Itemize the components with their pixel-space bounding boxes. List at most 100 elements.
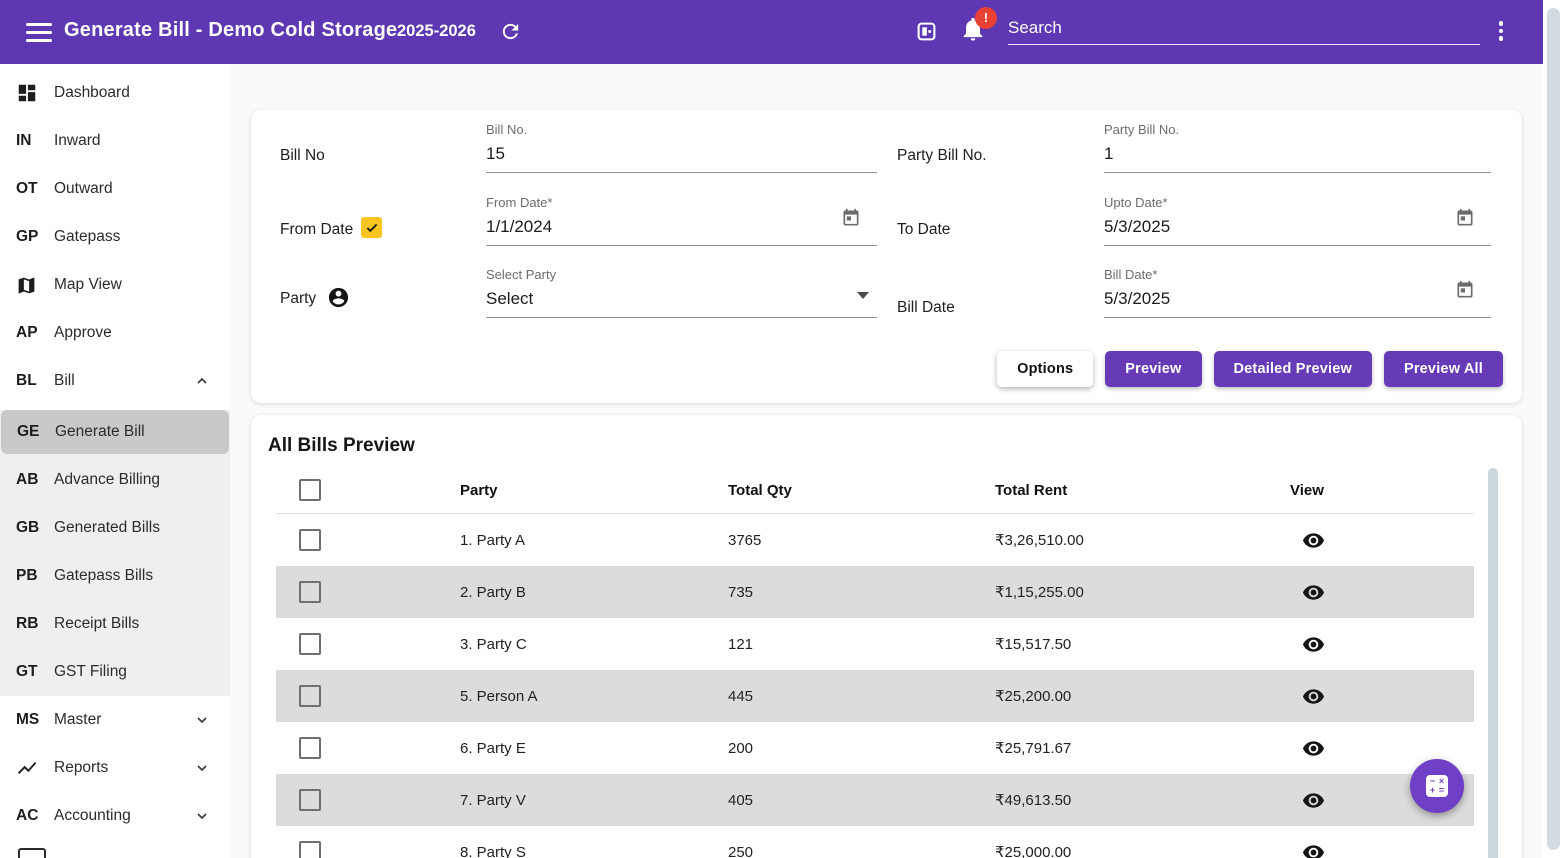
calendar-icon[interactable] xyxy=(841,208,861,228)
sidebar-item-inward[interactable]: IN Inward xyxy=(0,117,230,165)
sidebar-item-master[interactable]: MS Master xyxy=(0,696,230,744)
party-bill-no-field[interactable]: Party Bill No. 1 xyxy=(1104,123,1491,173)
sidebar: Dashboard IN Inward OT Outward GP Gatepass Map … xyxy=(0,64,231,858)
item-label: Bill xyxy=(54,372,75,389)
view-bill-button[interactable] xyxy=(1302,841,1325,858)
item-abbr: BL xyxy=(16,372,37,389)
row-checkbox[interactable] xyxy=(299,529,321,551)
row-checkbox[interactable] xyxy=(299,685,321,707)
sidebar-item-advance-billing[interactable]: AB Advance Billing xyxy=(0,456,230,504)
bill-no-label: Bill No xyxy=(280,147,325,164)
item-abbr: MS xyxy=(16,711,40,728)
view-bill-button[interactable] xyxy=(1302,529,1325,552)
row-checkbox[interactable] xyxy=(299,581,321,603)
party-bill-no-field-label: Party Bill No. xyxy=(1104,122,1180,137)
item-label: GST Filing xyxy=(54,663,127,680)
item-abbr: IN xyxy=(16,132,32,149)
cell-rent: ₹1,15,255.00 xyxy=(995,584,1084,601)
search-input[interactable] xyxy=(1008,12,1480,45)
sidebar-item-map-view[interactable]: Map View xyxy=(0,261,230,309)
cell-qty: 200 xyxy=(728,739,754,757)
sidebar-item-gatepass-bills[interactable]: PB Gatepass Bills xyxy=(0,552,230,600)
sidebar-item-outward[interactable]: OT Outward xyxy=(0,165,230,213)
eye-icon xyxy=(1302,584,1325,600)
sidebar-item-generated-bills[interactable]: GB Generated Bills xyxy=(0,504,230,552)
item-label: Dashboard xyxy=(54,84,130,101)
row-checkbox[interactable] xyxy=(299,633,321,655)
preview-all-button[interactable]: Preview All xyxy=(1383,351,1503,387)
preview-button[interactable]: Preview xyxy=(1105,351,1202,387)
cell-qty: 405 xyxy=(728,791,754,809)
notifications-button[interactable]: ! xyxy=(959,7,999,51)
menu-icon[interactable] xyxy=(26,23,52,42)
chevron-down-icon xyxy=(197,717,207,724)
refresh-icon[interactable] xyxy=(499,20,522,43)
item-abbr: PB xyxy=(16,567,38,584)
view-bill-button[interactable] xyxy=(1302,581,1325,604)
sidebar-item-dashboard[interactable]: Dashboard xyxy=(0,69,230,117)
sidebar-item-receipt-bills[interactable]: RB Receipt Bills xyxy=(0,600,230,648)
door-icon[interactable] xyxy=(916,21,937,42)
card-icon xyxy=(18,848,46,858)
bill-no-field-label: Bill No. xyxy=(486,122,528,137)
bill-no-field[interactable]: Bill No. 15 xyxy=(486,123,877,173)
calendar-icon[interactable] xyxy=(1455,280,1475,300)
calendar-icon[interactable] xyxy=(1455,208,1475,228)
cell-rent: ₹25,200.00 xyxy=(995,688,1072,705)
party-select[interactable]: Select Party Select xyxy=(486,268,877,318)
detailed-preview-button[interactable]: Detailed Preview xyxy=(1213,351,1372,387)
eye-icon xyxy=(1302,636,1325,652)
row-checkbox[interactable] xyxy=(299,789,321,811)
sidebar-item-gatepass[interactable]: GP Gatepass xyxy=(0,213,230,261)
fiscal-year[interactable]: 2025-2026 xyxy=(397,22,476,40)
eye-icon xyxy=(1302,740,1325,756)
table-header-row: Party Total Qty Total Rent View xyxy=(276,467,1474,514)
row-checkbox[interactable] xyxy=(299,841,321,858)
view-bill-button[interactable] xyxy=(1302,685,1325,708)
view-bill-button[interactable] xyxy=(1302,789,1325,812)
cell-qty: 445 xyxy=(728,687,754,705)
cell-qty: 735 xyxy=(728,583,754,601)
table-row: 3. Party C 121 ₹15,517.50 xyxy=(276,618,1474,670)
more-options-icon[interactable] xyxy=(1492,21,1510,43)
cell-party: 6. Party E xyxy=(460,739,526,757)
party-select-value: Select xyxy=(486,288,877,318)
bills-preview-card: All Bills Preview Party Total Qty Total … xyxy=(251,415,1522,858)
cell-rent: ₹49,613.50 xyxy=(995,792,1072,809)
options-button[interactable]: Options xyxy=(997,351,1094,387)
from-date-label: From Date xyxy=(280,221,354,238)
sidebar-item-bill[interactable]: BL Bill xyxy=(0,357,230,405)
cell-rent: ₹25,000.00 xyxy=(995,844,1072,858)
calculator-icon: − × + = xyxy=(1426,775,1448,797)
page-scrollbar-thumb[interactable] xyxy=(1547,8,1560,850)
view-bill-button[interactable] xyxy=(1302,737,1325,760)
item-label: Advance Billing xyxy=(54,471,160,488)
cell-party: 2. Party B xyxy=(460,583,526,601)
bills-table: Party Total Qty Total Rent View 1. Party… xyxy=(276,467,1474,858)
item-abbr: GP xyxy=(16,228,39,245)
table-scrollbar-thumb[interactable] xyxy=(1488,468,1498,858)
bill-date-field[interactable]: Bill Date* 5/3/2025 xyxy=(1104,268,1491,318)
row-checkbox[interactable] xyxy=(299,737,321,759)
app-bar: Generate Bill - Demo Cold Storage 2025-2… xyxy=(0,0,1543,64)
select-all-checkbox[interactable] xyxy=(299,479,321,501)
col-qty: Total Qty xyxy=(728,481,792,499)
item-abbr: GB xyxy=(16,519,40,536)
from-date-checkbox[interactable] xyxy=(361,217,382,238)
chevron-down-icon xyxy=(197,765,207,772)
calculator-fab[interactable]: − × + = xyxy=(1410,759,1464,813)
sidebar-item-reports[interactable]: Reports xyxy=(0,744,230,792)
item-abbr: GT xyxy=(16,663,38,680)
from-date-field[interactable]: From Date* 1/1/2024 xyxy=(486,196,877,246)
sidebar-item-generate-bill[interactable]: GE Generate Bill xyxy=(1,410,229,454)
view-bill-button[interactable] xyxy=(1302,633,1325,656)
sidebar-item-gst-filing[interactable]: GT GST Filing xyxy=(0,648,230,696)
item-label: Map View xyxy=(54,276,122,293)
from-date-value: 1/1/2024 xyxy=(486,216,877,246)
to-date-field[interactable]: Upto Date* 5/3/2025 xyxy=(1104,196,1491,246)
table-row: 6. Party E 200 ₹25,791.67 xyxy=(276,722,1474,774)
sidebar-item-accounting[interactable]: AC Accounting xyxy=(0,792,230,840)
sidebar-item-approve[interactable]: AP Approve xyxy=(0,309,230,357)
sidebar-item-partial[interactable] xyxy=(0,848,230,858)
col-view: View xyxy=(1290,481,1324,499)
